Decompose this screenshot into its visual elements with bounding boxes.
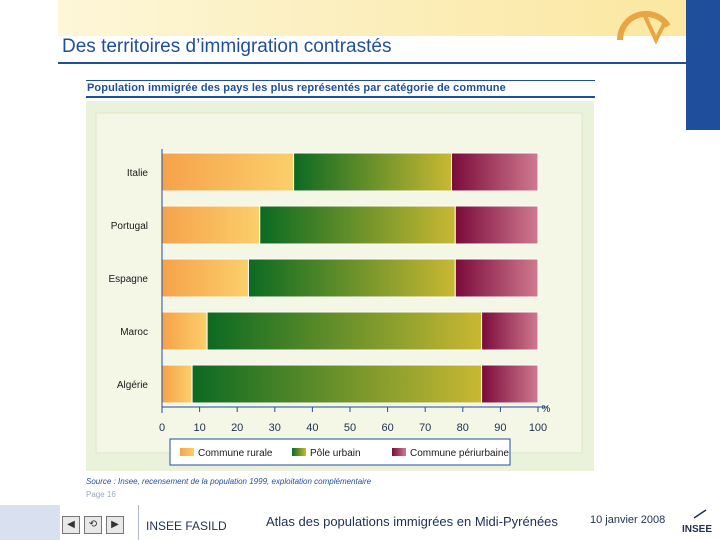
legend-swatch-pole-urbain	[292, 448, 306, 456]
unit-label: %	[542, 404, 551, 415]
category-label: Maroc	[120, 327, 148, 338]
category-label: Algérie	[117, 380, 149, 391]
bar-pole-urbain-0	[293, 152, 453, 192]
category-label: Portugal	[111, 221, 148, 232]
x-tick-label: 0	[159, 422, 165, 434]
x-tick-label: 20	[231, 422, 243, 434]
insee-logo: INSEE	[682, 509, 712, 535]
bar-pole-urbain-1	[259, 205, 456, 245]
x-tick-label: 80	[457, 422, 469, 434]
x-tick-label: 70	[419, 422, 431, 434]
legend-label: Commune rurale	[198, 448, 273, 459]
bar-pole-urbain-2	[247, 258, 456, 298]
bar-rural-4	[161, 364, 193, 404]
header-band	[58, 0, 688, 36]
chart-source: Source : Insee, recensement de la popula…	[86, 477, 372, 486]
previous-slide-button[interactable]: ◀	[62, 516, 80, 534]
category-label: Italie	[127, 168, 149, 179]
legend-swatch-periurbain	[392, 448, 406, 456]
legend-swatch-rural	[180, 448, 194, 456]
bar-periurbain-4	[481, 364, 539, 404]
bar-periurbain-2	[454, 258, 539, 298]
next-slide-button[interactable]: ▶	[106, 516, 124, 534]
footer-date: 10 janvier 2008	[590, 514, 666, 526]
bar-pole-urbain-3	[206, 311, 483, 351]
legend-box	[169, 438, 511, 466]
x-tick-label: 50	[344, 422, 356, 434]
x-tick-label: 10	[193, 422, 205, 434]
page-title: Des territoires d’immigration contrastés	[62, 36, 392, 57]
stacked-bar-chart: Italie Portugal Espagne Maroc Algérie 0 10 20 3…	[95, 112, 583, 466]
chart-title: Population immigrée des pays les plus re…	[86, 80, 595, 98]
slide-navigation: ◀ ⟲ ▶	[62, 516, 124, 534]
bar-rural-2	[161, 258, 249, 298]
corner-decoration	[686, 0, 720, 130]
title-underline	[58, 62, 686, 64]
return-slide-button[interactable]: ⟲	[84, 516, 102, 534]
svg-text:INSEE: INSEE	[682, 524, 712, 535]
category-label: Espagne	[109, 274, 149, 285]
bar-periurbain-1	[454, 205, 539, 245]
x-tick-label: 30	[269, 422, 281, 434]
bar-rural-3	[161, 311, 208, 351]
page-number: Page 16	[86, 490, 116, 499]
bar-rural-1	[161, 205, 261, 245]
x-tick-label: 100	[529, 422, 547, 434]
footer-band	[0, 505, 60, 540]
bar-periurbain-0	[451, 152, 539, 192]
footer-divider	[138, 505, 139, 540]
legend-label: Commune périurbaine	[410, 448, 509, 459]
footer-atlas-title: Atlas des populations immigrées en Midi-…	[266, 514, 558, 529]
legend-label: Pôle urbain	[310, 448, 361, 459]
bar-rural-0	[161, 152, 295, 192]
bar-periurbain-3	[481, 311, 539, 351]
x-tick-label: 60	[381, 422, 393, 434]
x-tick-label: 40	[306, 422, 318, 434]
x-tick-label: 90	[494, 422, 506, 434]
dae-logo-icon	[616, 10, 671, 45]
bar-pole-urbain-4	[191, 364, 483, 404]
footer-organization: INSEE FASILD	[146, 519, 227, 533]
